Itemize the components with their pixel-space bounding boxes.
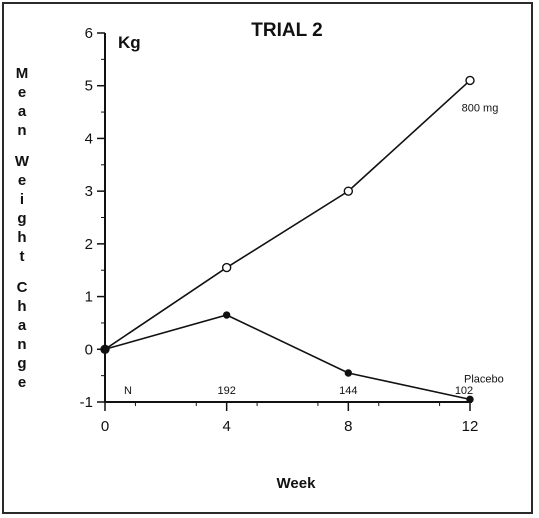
y-unit-label: Kg xyxy=(118,33,141,52)
x-axis-title: Week xyxy=(277,475,317,492)
y-ticks: -1 0 1 2 3 4 5 6 xyxy=(80,25,105,411)
x-tick-label: 0 xyxy=(101,418,109,435)
y-axis-title-letter: W xyxy=(15,153,30,170)
y-axis-title-letter: a xyxy=(18,103,27,120)
series-line xyxy=(104,314,471,401)
y-axis-title-letter: C xyxy=(17,279,28,296)
y-tick-label: 1 xyxy=(85,289,93,306)
series-label: 800 mg xyxy=(462,102,499,114)
y-tick-label: 6 xyxy=(85,25,93,42)
y-tick-label: 5 xyxy=(85,78,93,95)
y-axis-title-letter: g xyxy=(17,355,26,372)
series-layer: 800 mg Placebo xyxy=(100,75,504,404)
n-row-label: N xyxy=(124,385,132,397)
y-axis-title-letter: e xyxy=(18,374,26,391)
chart-title: TRIAL 2 xyxy=(251,20,322,41)
y-axis-title-letter: i xyxy=(20,191,24,208)
n-row-value: 192 xyxy=(217,385,235,397)
data-point xyxy=(465,75,475,86)
series-label: Placebo xyxy=(464,373,504,385)
y-axis-title-letter: a xyxy=(18,317,27,334)
y-tick-label: 0 xyxy=(85,341,93,358)
y-axis-title-letter: M xyxy=(16,65,29,82)
n-row: N 192 144 102 xyxy=(124,385,473,397)
series-line xyxy=(104,79,471,350)
data-point xyxy=(221,262,232,273)
y-tick-label: 3 xyxy=(85,183,93,200)
x-tick-label: 4 xyxy=(222,418,230,435)
y-tick-label: 4 xyxy=(85,130,93,147)
data-point xyxy=(466,395,474,404)
data-point xyxy=(101,345,109,353)
data-point xyxy=(343,186,354,196)
x-tick-label: 8 xyxy=(344,418,352,435)
y-axis-title-letter: h xyxy=(17,298,26,315)
y-tick-label: 2 xyxy=(85,236,93,253)
y-axis-title-letter: n xyxy=(17,336,26,353)
data-point xyxy=(222,311,231,319)
n-row-value: 102 xyxy=(455,385,473,397)
n-row-value: 144 xyxy=(339,385,357,397)
chart-frame xyxy=(2,2,533,514)
y-tick-label: -1 xyxy=(80,394,93,411)
data-point xyxy=(344,369,353,377)
y-axis-title-letter: n xyxy=(17,122,26,139)
y-axis-title-letter: e xyxy=(18,84,26,101)
y-axis-title-letter: e xyxy=(18,172,26,189)
y-axis-title-letter: g xyxy=(17,210,26,227)
x-ticks: 0 4 8 12 xyxy=(101,402,479,435)
x-tick-label: 12 xyxy=(462,418,479,435)
y-axis-title-letter: t xyxy=(20,248,25,265)
y-axis-title-letter: h xyxy=(17,229,26,246)
